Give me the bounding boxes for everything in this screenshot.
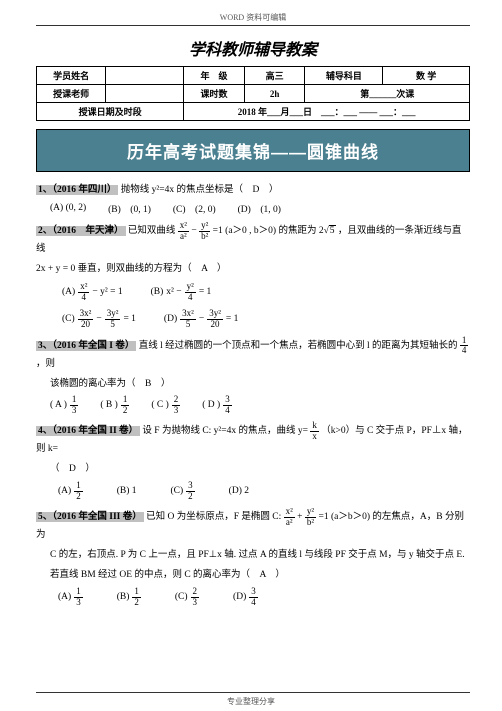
question-4: 4、（2016 年全国 II 卷） 设 F 为抛物线 C: y²=4x 的焦点，… [36, 421, 470, 457]
q3-tag: 3、（2016 年全国 I 卷） [36, 341, 136, 351]
q5-frac1: x²a² [284, 507, 295, 527]
q2-options-row2: (C) 3x²20− 3y²5 = 1 (D) 3x²5− 3y²20 = 1 [62, 309, 470, 329]
q4-tag: 4、（2016 年全国 II 卷） [36, 426, 140, 436]
cell-grade-label: 年 级 [184, 67, 245, 85]
q2-frac1: x²a² [178, 221, 189, 241]
q2-opt-b: (B) x² − y²4 = 1 [151, 282, 212, 302]
question-1: 1、（2016 年四川） 抛物线 y²=4x 的焦点坐标是（ D ） [36, 182, 470, 198]
cell-date-label: 授课日期及时段 [37, 103, 184, 121]
q5-opt-d: (D)34 [233, 587, 258, 607]
q4-line2: （ D ） [50, 461, 470, 477]
q3-body-a: 直线 l 经过椭圆的一个顶点和一个焦点，若椭圆中心到 l 的距离为其短轴长的 [139, 341, 458, 351]
q5-line3: 若直线 BM 经过 OE 的中点，则 C 的离心率为（ A ） [50, 567, 470, 583]
cell-teacher-value [106, 85, 184, 103]
q4-opt-a: (A)12 [58, 481, 83, 501]
q3-body-b: ，则 [36, 359, 55, 369]
q1-opt-a: (A) (0, 2) [50, 203, 86, 213]
q3-opt-b: ( B )12 [100, 395, 129, 415]
q4-opt-d: (D) 2 [229, 486, 249, 496]
cell-hours-label: 课时数 [184, 85, 245, 103]
q1-body: 抛物线 y²=4x 的焦点坐标是（ D ） [121, 185, 279, 195]
footer-rule [36, 692, 470, 693]
cell-subject-label: 辅导科目 [305, 67, 383, 85]
q1-opt-c: (C) (2, 0) [173, 201, 216, 215]
section-banner: 历年高考试题集锦——圆锥曲线 [36, 129, 470, 172]
q5-tag: 5、（2016 年全国 III 卷） [36, 512, 144, 522]
q4-opt-b: (B) 1 [117, 486, 137, 496]
q3-opt-d: ( D )34 [202, 395, 231, 415]
cell-subject-value: 数 学 [383, 67, 470, 85]
header-watermark: WORD 资料可编辑 [36, 12, 470, 23]
q2-opt-a: (A) x²4 − y² = 1 [62, 282, 123, 302]
q2-opt-d: (D) 3x²5− 3y²20 = 1 [164, 309, 238, 329]
q2-tag: 2、（2016 年天津） [36, 226, 126, 236]
q4-body-a: 设 F 为抛物线 C: y²=4x 的焦点，曲线 y= [142, 426, 308, 436]
cell-date-value: 2018 年___月___日 ___：___ —— ___：___ [184, 103, 470, 121]
footer-text: 专业整理分享 [227, 697, 275, 706]
q3-opt-c: ( C )23 [151, 395, 180, 415]
page-title: 学科教师辅导教案 [36, 36, 470, 60]
q4-opt-c: (C)32 [171, 481, 195, 501]
q3-line2: 该椭圆的离心率为（ B ） [50, 376, 470, 392]
q5-frac2: y²b² [305, 507, 316, 527]
cell-name-value [106, 67, 184, 85]
q2-frac2: y²b² [199, 221, 210, 241]
q5-line2: C 的左，右顶点. P 为 C 上一点，且 PF⊥x 轴. 过点 A 的直线 l… [50, 547, 470, 563]
cell-grade-value: 高三 [244, 67, 305, 85]
cell-session: 第______次课 [305, 85, 470, 103]
q3-opt-a: ( A )13 [50, 395, 78, 415]
question-3: 3、（2016 年全国 I 卷） 直线 l 经过椭圆的一个顶点和一个焦点，若椭圆… [36, 336, 470, 372]
q2-body-b: =1 (a＞0 , b＞0) 的焦距为 2 [213, 226, 324, 236]
q1-tag: 1、（2016 年四川） [36, 185, 118, 195]
q2-body-a: 已知双曲线 [128, 226, 176, 236]
question-5: 5、（2016 年全国 III 卷） 已知 O 为坐标原点，F 是椭圆 C: x… [36, 507, 470, 543]
q5-opt-b: (B)12 [117, 587, 141, 607]
cell-hours-value: 2h [244, 85, 305, 103]
q2-options-row1: (A) x²4 − y² = 1 (B) x² − y²4 = 1 [62, 282, 470, 302]
q1-options: (A) (0, 2) (B) (0, 1) (C) (2, 0) (D) (1,… [50, 201, 470, 215]
info-table: 学员姓名 年 级 高三 辅导科目 数 学 授课老师 课时数 2h 第______… [36, 66, 470, 121]
q5-options: (A)13 (B)12 (C)23 (D)34 [58, 587, 470, 607]
cell-teacher-label: 授课老师 [37, 85, 106, 103]
q3-options: ( A )13 ( B )12 ( C )23 ( D )34 [50, 395, 470, 415]
q2-line2: 2x + y = 0 垂直，则双曲线的方程为（ A ） [36, 261, 470, 277]
q5-opt-a: (A)13 [58, 587, 83, 607]
page-footer: 专业整理分享 [0, 692, 502, 707]
q1-opt-b: (B) (0, 1) [108, 201, 151, 215]
q3-frac: 14 [460, 336, 469, 356]
question-2: 2、（2016 年天津） 已知双曲线 x²a² − y²b² =1 (a＞0 ,… [36, 221, 470, 257]
q1-opt-d: (D) (1, 0) [238, 201, 281, 215]
header-rule [36, 25, 470, 26]
q5-opt-c: (C)23 [175, 587, 199, 607]
q4-kfrac: kx [310, 421, 319, 441]
q2-sqrt: 5 [329, 225, 336, 236]
q4-options: (A)12 (B) 1 (C)32 (D) 2 [58, 481, 470, 501]
banner-text: 历年高考试题集锦——圆锥曲线 [127, 143, 379, 162]
cell-name-label: 学员姓名 [37, 67, 106, 85]
q5-body-a: 已知 O 为坐标原点，F 是椭圆 C: [146, 512, 281, 522]
q2-opt-c: (C) 3x²20− 3y²5 = 1 [62, 309, 136, 329]
